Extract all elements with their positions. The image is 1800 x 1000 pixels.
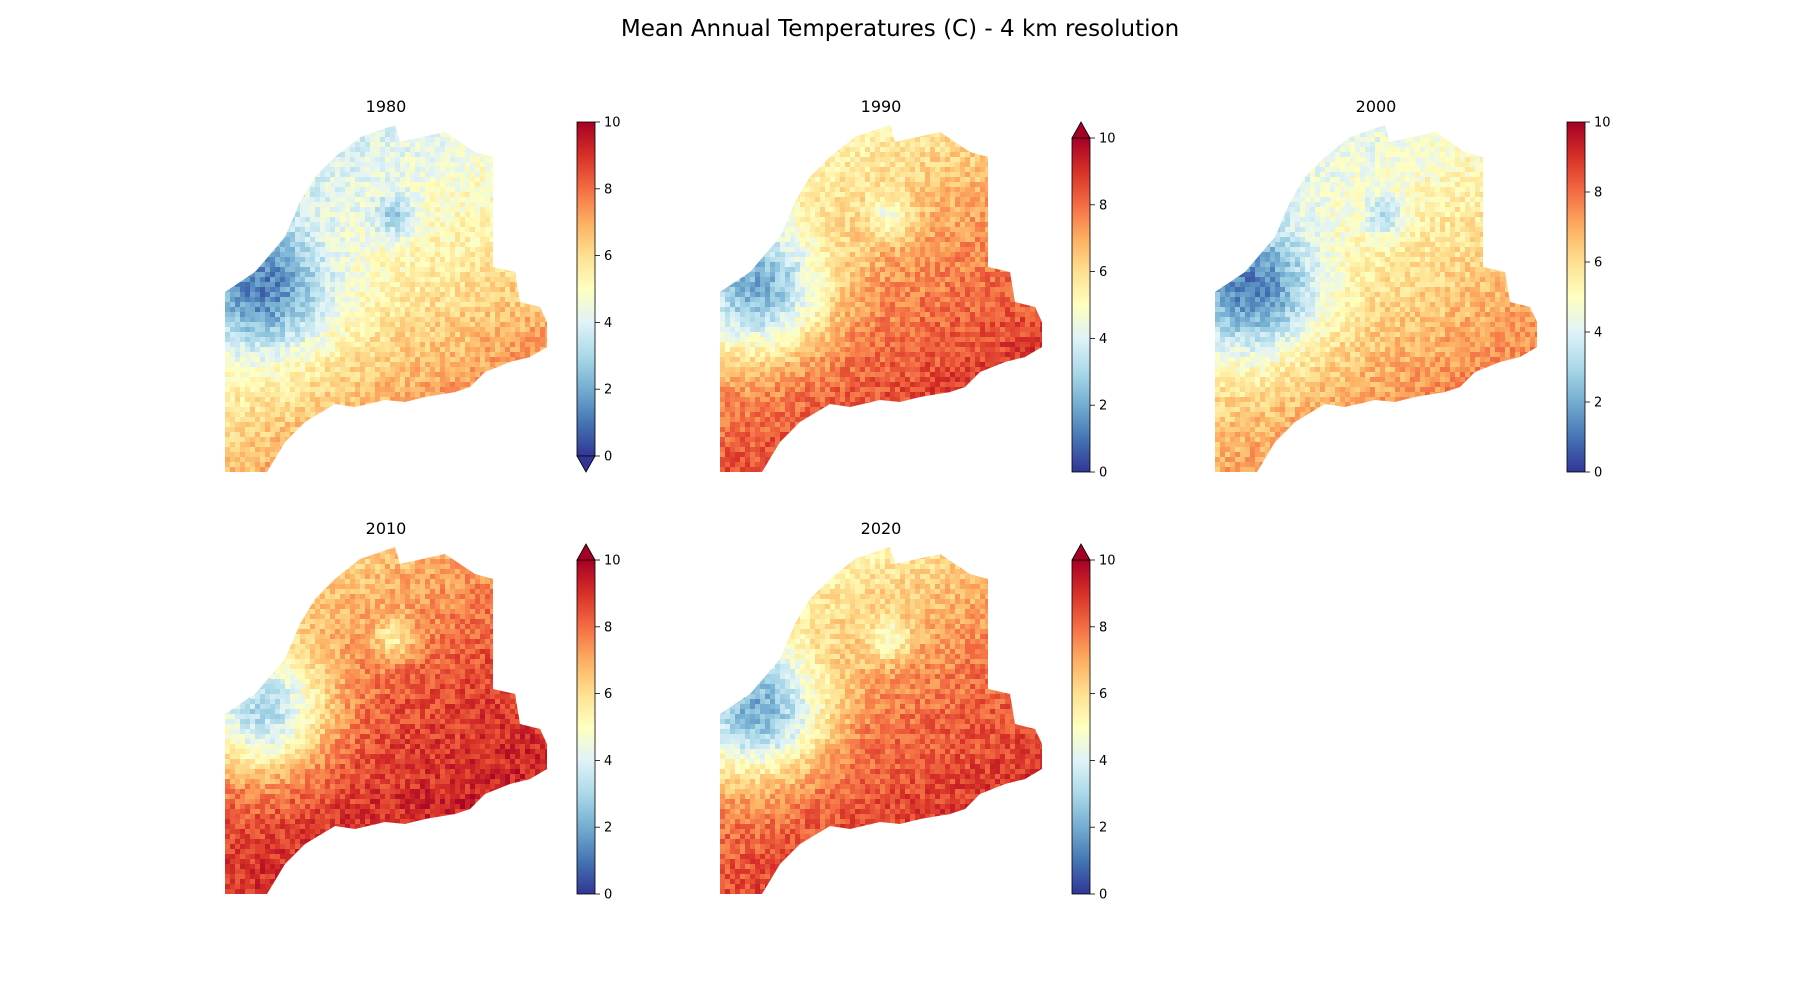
colorbar-tick-label: 0 bbox=[604, 450, 612, 465]
colorbar-tick-label: 2 bbox=[1099, 821, 1107, 836]
panel-title: 1990 bbox=[861, 97, 902, 116]
colorbar-tick-label: 0 bbox=[604, 888, 612, 903]
colorbar-tick-label: 0 bbox=[1099, 888, 1107, 903]
colorbar-extend-max-icon bbox=[576, 543, 596, 561]
colorbar-tick-label: 4 bbox=[1099, 754, 1107, 769]
colorbar-tick-label: 10 bbox=[1099, 132, 1116, 147]
temperature-raster bbox=[225, 125, 547, 472]
panel-title: 2020 bbox=[861, 519, 902, 538]
temperature-raster bbox=[720, 125, 1042, 472]
colorbar-tick-label: 2 bbox=[604, 821, 612, 836]
colorbar-tick-label: 2 bbox=[1099, 399, 1107, 414]
map-panel-2020: 2020 0 2 4 6 8 10 bbox=[720, 519, 1116, 903]
map-panel-1980: 1980 0 2 4 6 8 10 bbox=[225, 97, 621, 473]
colorbar-extend-max-icon bbox=[1071, 543, 1091, 561]
temperature-raster bbox=[1215, 125, 1537, 472]
colorbar-tick-label: 8 bbox=[1099, 620, 1107, 635]
colorbar-tick-label: 6 bbox=[1594, 256, 1602, 271]
colorbar-extend-min-icon bbox=[576, 455, 596, 473]
map-panel-1990: 1990 0 2 4 6 8 10 bbox=[720, 97, 1116, 481]
colorbar-tick-label: 10 bbox=[604, 116, 621, 131]
map-panel-2000: 2000 0 2 4 6 8 10 bbox=[1215, 97, 1611, 481]
colorbar-tick-label: 10 bbox=[604, 554, 621, 569]
colorbar-tick-label: 4 bbox=[604, 754, 612, 769]
colorbar-tick-label: 10 bbox=[1594, 116, 1611, 131]
panel-title: 2000 bbox=[1356, 97, 1397, 116]
colorbar-tick-label: 0 bbox=[1594, 466, 1602, 481]
colorbar: 0 2 4 6 8 10 bbox=[1071, 121, 1116, 481]
colorbar-tick-label: 6 bbox=[1099, 687, 1107, 702]
colorbar-tick-label: 8 bbox=[604, 182, 612, 197]
colorbar-tick-label: 4 bbox=[604, 316, 612, 331]
colorbar-tick-label: 2 bbox=[1594, 396, 1602, 411]
colorbar-tick-label: 4 bbox=[1594, 326, 1602, 341]
colorbar-tick-label: 8 bbox=[1099, 198, 1107, 213]
panel-title: 2010 bbox=[366, 519, 407, 538]
temperature-raster bbox=[225, 547, 547, 894]
colorbar-tick-label: 2 bbox=[604, 383, 612, 398]
colorbar: 0 2 4 6 8 10 bbox=[1071, 543, 1116, 903]
colorbar-extend-max-icon bbox=[1071, 121, 1091, 139]
colorbar-tick-label: 0 bbox=[1099, 466, 1107, 481]
colorbar-tick-label: 8 bbox=[1594, 186, 1602, 201]
panel-title: 1980 bbox=[366, 97, 407, 116]
colorbar-tick-label: 4 bbox=[1099, 332, 1107, 347]
colorbar-tick-label: 6 bbox=[1099, 265, 1107, 280]
colorbar: 0 2 4 6 8 10 bbox=[1566, 116, 1611, 481]
colorbar-tick-label: 8 bbox=[604, 620, 612, 635]
colorbar-tick-label: 6 bbox=[604, 249, 612, 264]
temperature-raster bbox=[720, 547, 1042, 894]
colorbar: 0 2 4 6 8 10 bbox=[576, 116, 621, 473]
colorbar: 0 2 4 6 8 10 bbox=[576, 543, 621, 903]
map-panel-2010: 2010 0 2 4 6 8 10 bbox=[225, 519, 621, 903]
figure-title: Mean Annual Temperatures (C) - 4 km reso… bbox=[0, 16, 1800, 42]
colorbar-tick-label: 6 bbox=[604, 687, 612, 702]
colorbar-tick-label: 10 bbox=[1099, 554, 1116, 569]
